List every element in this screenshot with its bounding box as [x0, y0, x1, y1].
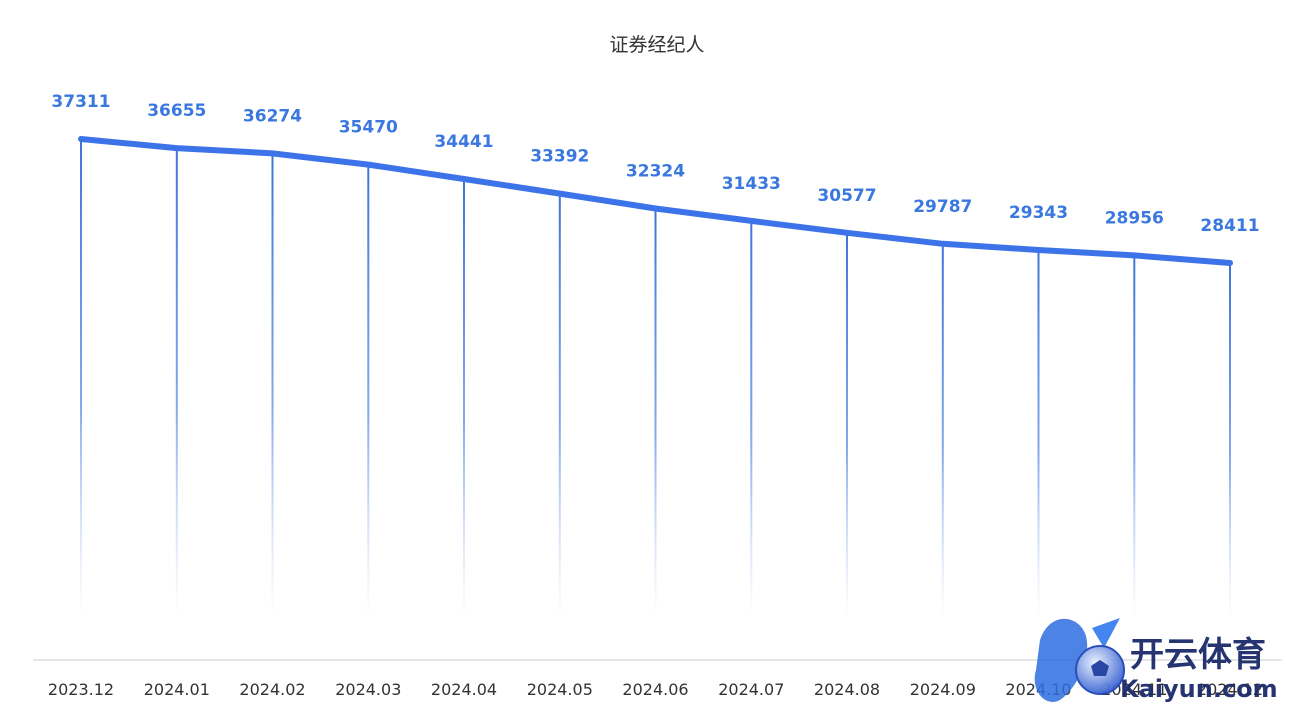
watermark-logo: 开云体育 Kaiyun.com	[1034, 618, 1278, 703]
x-tick-label: 2024.04	[431, 680, 497, 699]
drop-line	[941, 243, 944, 621]
data-label: 34441	[434, 132, 493, 152]
data-labels: 37311 36655 36274 35470 34441 33392 32324 31433…	[51, 92, 1259, 236]
drop-line	[367, 164, 370, 620]
drop-line	[1037, 250, 1040, 620]
x-tick-label: 2023.12	[48, 680, 114, 699]
data-label: 36655	[147, 101, 206, 121]
series-line	[78, 136, 1233, 266]
chart-title: 证券经纪人	[609, 34, 704, 56]
x-tick-label: 2024.03	[335, 680, 401, 699]
data-label: 29787	[913, 197, 972, 217]
x-tick-label: 2024.01	[144, 680, 210, 699]
soccer-ball-logo-icon	[1034, 618, 1125, 702]
x-tick-label: 2024.09	[910, 680, 976, 699]
data-label: 29343	[1009, 203, 1068, 223]
drop-line	[1229, 263, 1231, 620]
drop-line	[175, 148, 178, 620]
drop-line	[654, 208, 657, 620]
data-label: 37311	[51, 92, 110, 112]
data-label: 30577	[817, 186, 876, 206]
drop-line	[846, 232, 848, 621]
watermark-cn-text: 开云体育	[1130, 635, 1266, 675]
watermark-en-text: Kaiyun.com	[1120, 675, 1278, 703]
x-tick-label: 2024.05	[527, 680, 593, 699]
drop-line	[750, 220, 753, 620]
data-label: 35470	[339, 118, 398, 138]
x-tick-label: 2024.07	[718, 680, 784, 699]
data-label: 31433	[722, 174, 781, 194]
drop-line	[271, 153, 274, 620]
drop-lines	[80, 139, 1231, 621]
x-tick-label: 2024.08	[814, 680, 880, 699]
data-label: 33392	[530, 147, 589, 167]
data-label: 32324	[626, 162, 685, 182]
drop-line	[80, 139, 82, 620]
drop-line	[1133, 255, 1136, 620]
x-tick-label: 2024.06	[622, 680, 688, 699]
x-tick-label: 2024.02	[239, 680, 305, 699]
data-label: 28956	[1105, 208, 1164, 228]
drop-line	[463, 179, 465, 620]
x-tick-label: 2024.12	[1197, 680, 1263, 699]
data-label: 28411	[1200, 216, 1259, 236]
data-label: 36274	[243, 106, 302, 126]
drop-line	[558, 193, 561, 620]
